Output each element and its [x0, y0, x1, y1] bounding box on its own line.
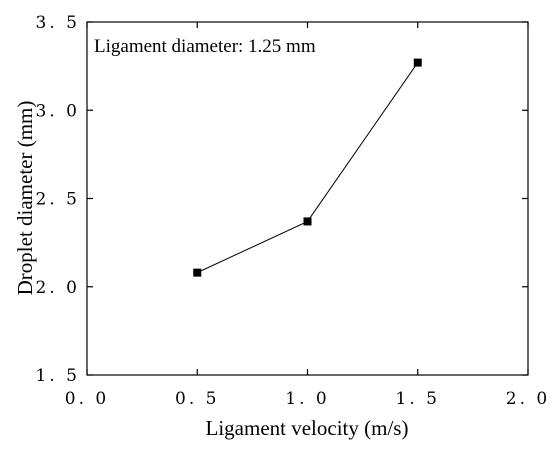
- plot-area: [86, 21, 529, 376]
- annotation-text: Ligament diameter: 1.25 mm: [94, 36, 316, 57]
- data-markers: [193, 58, 422, 277]
- x-tick-label: 0. 0: [65, 389, 109, 409]
- y-tick-label: 3. 0: [36, 101, 80, 121]
- x-tick-label: 1. 0: [285, 389, 329, 409]
- x-tick-label: 1. 5: [396, 389, 440, 409]
- series-line: [197, 62, 419, 274]
- data-point: [303, 217, 312, 226]
- axis-ticks: [86, 21, 529, 376]
- y-tick-label: 3. 5: [36, 13, 80, 33]
- x-tick-label: 0. 5: [175, 389, 219, 409]
- x-axis-title: Ligament velocity (m/s): [206, 416, 409, 440]
- y-tick-label: 2. 5: [36, 190, 80, 210]
- y-axis-title: Droplet diameter (mm): [13, 101, 37, 296]
- y-tick-label: 1. 5: [36, 366, 80, 386]
- data-point: [413, 58, 422, 67]
- x-tick-label: 2. 0: [506, 389, 550, 409]
- y-tick-label: 2. 0: [36, 278, 80, 298]
- tick-labels: 0. 0 0. 5 1. 0 1. 5 2. 0 1. 5 2. 0 2. 5 3. 0 3. 5: [36, 13, 550, 409]
- data-point: [193, 268, 202, 277]
